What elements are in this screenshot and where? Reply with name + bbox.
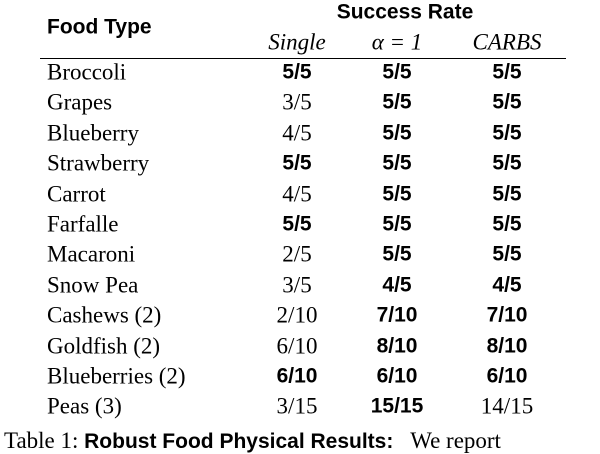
- header-first: Food Type: [47, 15, 152, 39]
- cell: 8/10: [376, 334, 418, 358]
- cell: 15/15: [370, 394, 424, 418]
- cell: 5/5: [282, 212, 312, 236]
- cell: 4/5: [282, 120, 312, 146]
- cell: 5/5: [282, 151, 312, 175]
- caption: Table 1: Robust Food Physical Results: W…: [4, 428, 501, 454]
- cell: 8/10: [486, 334, 528, 358]
- cell: 7/10: [486, 303, 528, 327]
- cell: 6/10: [276, 364, 318, 388]
- row-label: Snow Pea: [47, 272, 139, 298]
- cell: 6/10: [486, 364, 528, 388]
- caption-label: Table 1:: [4, 428, 79, 453]
- header-group: Success Rate: [336, 0, 474, 24]
- cell: 4/5: [492, 273, 522, 297]
- cell: 5/5: [492, 212, 522, 236]
- column-header: CARBS: [472, 29, 542, 55]
- cell: 5/5: [382, 242, 412, 266]
- row-label: Carrot: [47, 181, 106, 207]
- row-label: Strawberry: [47, 150, 150, 176]
- cell: 5/5: [382, 182, 412, 206]
- cell: 4/5: [382, 273, 412, 297]
- cell: 5/5: [492, 182, 522, 206]
- cell: 5/5: [492, 242, 522, 266]
- cell: 6/10: [276, 333, 318, 359]
- cell: 5/5: [492, 90, 522, 114]
- row-label: Farfalle: [47, 211, 119, 237]
- cell: 5/5: [382, 151, 412, 175]
- cell: 3/15: [276, 393, 318, 419]
- cell: 14/15: [480, 393, 534, 419]
- row-label: Grapes: [47, 89, 113, 115]
- caption-title: Robust Food Physical Results:: [84, 430, 394, 453]
- column-header: Single: [268, 29, 326, 55]
- row-label: Peas (3): [47, 393, 122, 419]
- cell: 5/5: [492, 121, 522, 145]
- cell: 7/10: [376, 303, 418, 327]
- cell: 5/5: [382, 212, 412, 236]
- caption-text: We report: [410, 428, 501, 453]
- column-header: α = 1: [371, 29, 423, 55]
- row-label: Blueberries (2): [47, 363, 186, 389]
- cell: 3/5: [282, 89, 312, 115]
- cell: 4/5: [282, 181, 312, 207]
- row-label: Broccoli: [47, 59, 127, 85]
- cell: 6/10: [376, 364, 418, 388]
- row-label: Cashews (2): [47, 302, 162, 328]
- cell: 5/5: [382, 90, 412, 114]
- row-label: Goldfish (2): [47, 333, 161, 359]
- row-label: Blueberry: [47, 120, 139, 146]
- cell: 3/5: [282, 272, 312, 298]
- rule: [40, 58, 566, 59]
- cell: 5/5: [382, 60, 412, 84]
- row-label: Macaroni: [47, 241, 136, 267]
- cell: 5/5: [492, 151, 522, 175]
- cell: 5/5: [492, 60, 522, 84]
- cell: 5/5: [382, 121, 412, 145]
- cell: 2/5: [282, 241, 312, 267]
- cell: 2/10: [276, 302, 318, 328]
- cell: 5/5: [282, 60, 312, 84]
